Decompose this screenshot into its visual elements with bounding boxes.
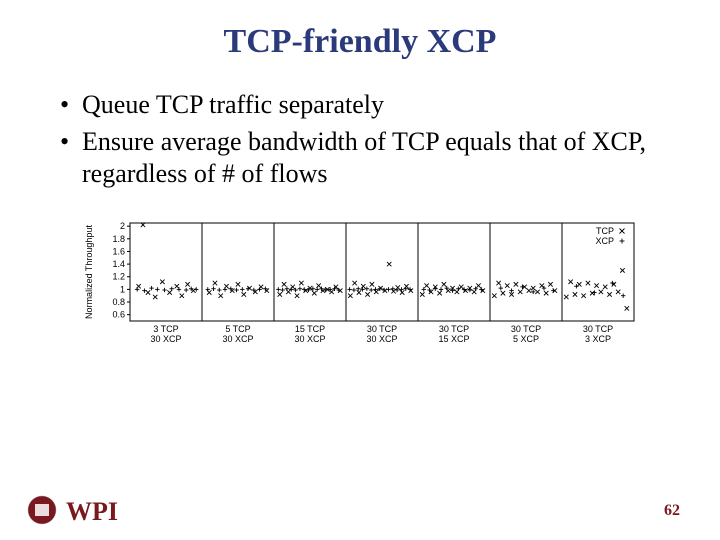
- svg-text:30 XCP: 30 XCP: [294, 334, 325, 344]
- chart-container: 0.6 0.8 1 1.2 1.4 1.6 1.8 2 Normalized Throughpu…: [80, 217, 640, 347]
- wpi-logo: WPI: [24, 490, 144, 530]
- svg-text:15 TCP: 15 TCP: [295, 324, 325, 334]
- seal-shield-icon: [35, 504, 49, 516]
- svg-text:30 XCP: 30 XCP: [366, 334, 397, 344]
- svg-text:15 XCP: 15 XCP: [438, 334, 469, 344]
- footer: WPI 62: [0, 486, 720, 530]
- svg-text:2: 2: [120, 221, 125, 231]
- svg-text:1.4: 1.4: [112, 259, 125, 269]
- svg-text:5 XCP: 5 XCP: [513, 334, 539, 344]
- svg-text:0.8: 0.8: [112, 297, 125, 307]
- page-number: 62: [664, 502, 680, 520]
- svg-text:3 XCP: 3 XCP: [585, 334, 611, 344]
- svg-text:30 TCP: 30 TCP: [583, 324, 613, 334]
- throughput-chart: 0.6 0.8 1 1.2 1.4 1.6 1.8 2 Normalized Throughpu…: [80, 217, 640, 347]
- svg-text:5 TCP: 5 TCP: [225, 324, 250, 334]
- svg-text:3 TCP: 3 TCP: [153, 324, 178, 334]
- svg-text:30 TCP: 30 TCP: [367, 324, 397, 334]
- svg-text:1.2: 1.2: [112, 271, 125, 281]
- svg-text:30 XCP: 30 XCP: [150, 334, 181, 344]
- svg-text:Normalized Throughput: Normalized Throughput: [84, 224, 94, 318]
- svg-text:30 TCP: 30 TCP: [511, 324, 541, 334]
- svg-text:XCP: XCP: [595, 236, 614, 246]
- bullet-list: Queue TCP traffic separately Ensure aver…: [40, 89, 680, 191]
- svg-text:1.8: 1.8: [112, 233, 125, 243]
- svg-text:0.6: 0.6: [112, 309, 125, 319]
- bullet-item: Ensure average bandwidth of TCP equals t…: [60, 126, 680, 191]
- bullet-item: Queue TCP traffic separately: [60, 89, 680, 122]
- svg-text:30 TCP: 30 TCP: [439, 324, 469, 334]
- wpi-text: WPI: [66, 497, 118, 526]
- svg-text:1: 1: [120, 284, 125, 294]
- svg-text:1.6: 1.6: [112, 246, 125, 256]
- slide-title: TCP-friendly XCP: [40, 23, 680, 61]
- svg-text:30 XCP: 30 XCP: [222, 334, 253, 344]
- svg-text:TCP: TCP: [596, 226, 614, 236]
